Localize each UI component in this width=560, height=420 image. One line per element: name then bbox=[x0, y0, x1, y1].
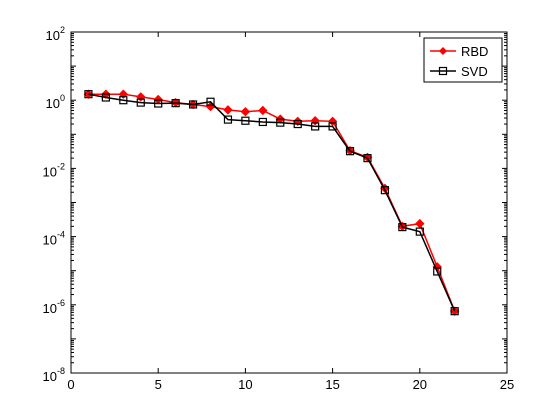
data-point-svd bbox=[433, 267, 442, 276]
series-layer bbox=[83, 89, 460, 316]
data-point-rbd bbox=[258, 105, 268, 116]
data-point-rbd bbox=[240, 106, 251, 117]
y-tick-label: 102 bbox=[46, 25, 65, 43]
data-point-svd bbox=[136, 98, 145, 107]
data-point-rbd bbox=[223, 105, 233, 115]
data-point-svd bbox=[241, 116, 250, 125]
y-tick-exponent: -8 bbox=[57, 366, 65, 376]
data-point-svd bbox=[154, 99, 163, 108]
plot-area bbox=[70, 31, 508, 374]
x-tick-label: 0 bbox=[67, 377, 74, 392]
legend-marker-rbd bbox=[439, 47, 447, 55]
y-tick-base: 10 bbox=[43, 164, 57, 179]
data-point-svd bbox=[363, 154, 372, 163]
data-point-svd bbox=[84, 90, 93, 99]
data-point-svd bbox=[398, 222, 407, 232]
y-tick-label: 10-2 bbox=[43, 161, 65, 179]
y-tick-base: 10 bbox=[46, 28, 60, 43]
data-point-svd bbox=[380, 186, 390, 195]
data-point-svd bbox=[415, 227, 424, 236]
y-tick-label: 10-8 bbox=[43, 366, 65, 384]
legend-label-rbd: RBD bbox=[461, 44, 488, 59]
x-tick-label: 15 bbox=[325, 377, 339, 392]
legend-box bbox=[423, 37, 503, 83]
y-tick-label: 10-4 bbox=[43, 230, 65, 248]
y-tick-exponent: -2 bbox=[57, 161, 65, 171]
data-point-svd bbox=[328, 122, 337, 131]
y-tick-base: 10 bbox=[46, 96, 60, 111]
y-tick-exponent: 2 bbox=[60, 25, 65, 35]
x-tick-label: 10 bbox=[238, 377, 252, 392]
data-point-svd bbox=[311, 122, 320, 131]
series-svd bbox=[84, 90, 459, 316]
y-tick-base: 10 bbox=[43, 233, 57, 248]
data-point-svd bbox=[293, 119, 302, 129]
legend: RBD SVD bbox=[423, 37, 503, 83]
data-point-svd bbox=[258, 117, 267, 127]
y-tick-label: 10-6 bbox=[43, 298, 65, 316]
y-tick-exponent: -6 bbox=[57, 298, 65, 308]
y-tick-label: 100 bbox=[46, 93, 65, 111]
x-tick-label: 20 bbox=[413, 377, 427, 392]
series-line-svd bbox=[88, 93, 456, 312]
y-tick-exponent: 0 bbox=[60, 93, 65, 103]
data-point-svd bbox=[101, 93, 110, 102]
y-tick-exponent: -4 bbox=[57, 230, 65, 240]
data-point-svd bbox=[345, 147, 355, 156]
x-tick-label: 5 bbox=[155, 377, 162, 392]
data-point-svd bbox=[276, 118, 285, 127]
data-point-svd bbox=[223, 115, 233, 124]
legend-marker-svd bbox=[438, 66, 448, 76]
legend-label-svd: SVD bbox=[461, 64, 488, 79]
y-tick-base: 10 bbox=[43, 301, 57, 316]
x-tick-label: 25 bbox=[500, 377, 514, 392]
data-point-svd bbox=[188, 100, 198, 109]
data-point-svd bbox=[450, 307, 459, 316]
data-point-svd bbox=[171, 99, 180, 108]
x-axis: 0 5 10 15 20 25 bbox=[67, 32, 514, 392]
data-point-svd bbox=[119, 96, 128, 105]
data-point-svd bbox=[206, 97, 215, 106]
y-tick-base: 10 bbox=[43, 369, 57, 384]
